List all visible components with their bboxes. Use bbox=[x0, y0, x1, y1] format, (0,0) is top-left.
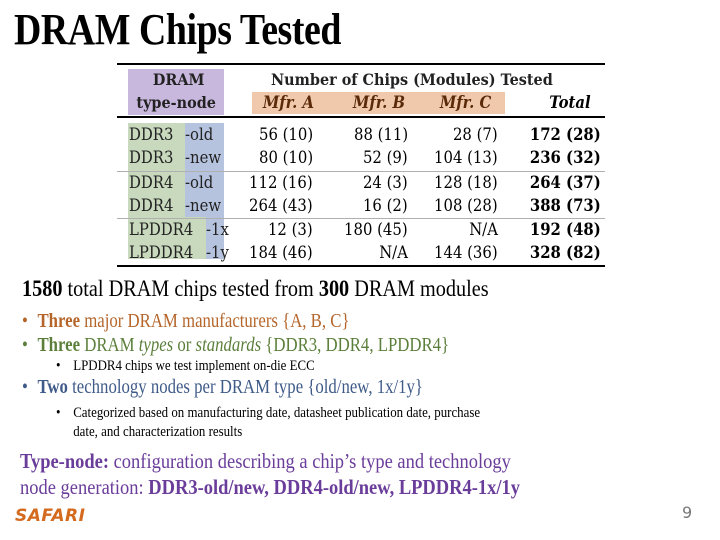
row-mfr-c: N/A bbox=[469, 220, 498, 239]
row-type: LPDDR4 bbox=[129, 243, 194, 262]
type-header-line1: DRAM bbox=[152, 70, 205, 89]
header-mfr-a: Mfr. A bbox=[262, 93, 315, 112]
page-number: 9 bbox=[682, 503, 693, 522]
node-bg-lp bbox=[206, 217, 224, 259]
bullet-text: {DDR3, DDR4, LPDDR4} bbox=[261, 335, 450, 356]
row-node: -new bbox=[185, 196, 222, 215]
row-mfr-a: 184 (46) bbox=[249, 243, 313, 262]
sub-bullet-ecc: • LPDDR4 chips we test implement on-die E… bbox=[56, 358, 315, 374]
definition-text: configuration describing a chip’s type a… bbox=[108, 449, 511, 473]
row-node: -1y bbox=[206, 243, 229, 262]
header-bottom-rule bbox=[117, 116, 605, 118]
type-bg-lp bbox=[128, 217, 206, 259]
bullet-italic: standards bbox=[195, 335, 262, 356]
row-node: -old bbox=[185, 173, 214, 192]
bullet-text: or bbox=[173, 335, 196, 356]
sub-bullet-categorized: • Categorized based on manufacturing date… bbox=[56, 405, 481, 440]
row-total: 236 (32) bbox=[530, 148, 601, 167]
row-node: -new bbox=[185, 148, 222, 167]
type-bg bbox=[128, 123, 185, 217]
row-mfr-b: 88 (11) bbox=[353, 125, 408, 144]
sub-bullet-text: LPDDR4 chips we test implement on-die EC… bbox=[73, 358, 315, 374]
chips-tested-table: DRAM type-node Number of Chips (Modules)… bbox=[117, 65, 605, 270]
mfr-header-bg bbox=[252, 92, 505, 114]
row-mfr-c: 128 (18) bbox=[434, 173, 498, 192]
bullet-text: major DRAM manufacturers {A, B, C} bbox=[80, 311, 350, 332]
type-header-bg bbox=[128, 69, 224, 115]
row-total: 172 (28) bbox=[530, 125, 601, 144]
safari-logo: SAFARI bbox=[15, 506, 86, 526]
row-type: DDR4 bbox=[129, 173, 174, 192]
node-bg bbox=[185, 123, 224, 217]
row-mfr-a: 56 (10) bbox=[258, 125, 313, 144]
bullet-manufacturers: • Three major DRAM manufacturers {A, B, C… bbox=[22, 311, 350, 332]
bullet-types: • Three DRAM types or standards {DDR3, DD… bbox=[22, 335, 450, 356]
row-mfr-b: 52 (9) bbox=[363, 148, 408, 167]
row-mfr-b: 16 (2) bbox=[363, 196, 408, 215]
bullet-text: technology nodes per DRAM type {old/new,… bbox=[67, 377, 423, 398]
row-mfr-c: 144 (36) bbox=[434, 243, 498, 262]
row-mfr-b: 24 (3) bbox=[363, 173, 408, 192]
header-total: Total bbox=[549, 93, 591, 112]
sub-bullet-text: Categorized based on manufacturing date,… bbox=[73, 405, 481, 421]
row-total: 388 (73) bbox=[530, 196, 601, 215]
summary-text: total DRAM chips tested from bbox=[62, 276, 319, 301]
group-header: Number of Chips (Modules) Tested bbox=[271, 70, 553, 89]
row-mfr-a: 12 (3) bbox=[268, 220, 313, 239]
chip-count: 1580 bbox=[22, 276, 63, 301]
row-mfr-b: N/A bbox=[379, 243, 408, 262]
row-mfr-a: 112 (16) bbox=[249, 173, 313, 192]
header-mfr-b: Mfr. B bbox=[352, 93, 406, 112]
bullet-bold: Three bbox=[37, 335, 81, 356]
bullet-bold: Three bbox=[37, 311, 81, 332]
row-type: DDR3 bbox=[129, 125, 174, 144]
row-node: -old bbox=[185, 125, 214, 144]
row-mfr-c: 104 (13) bbox=[434, 148, 498, 167]
row-mfr-a: 80 (10) bbox=[258, 148, 313, 167]
summary-line: 1580 total DRAM chips tested from 300 DR… bbox=[22, 276, 489, 302]
module-count: 300 bbox=[318, 276, 350, 301]
row-type: LPDDR4 bbox=[129, 220, 194, 239]
row-mfr-c: 108 (28) bbox=[434, 196, 498, 215]
definition-term: Type-node: bbox=[20, 449, 109, 473]
row-mfr-b: 180 (45) bbox=[344, 220, 408, 239]
group-separator bbox=[117, 218, 605, 219]
bullet-nodes: • Two technology nodes per DRAM type {old… bbox=[22, 377, 423, 398]
bullet-bold: Two bbox=[37, 377, 68, 398]
bullet-italic: types bbox=[138, 335, 174, 356]
header-mfr-c: Mfr. C bbox=[439, 93, 492, 112]
definition-examples: DDR3-old/new, DDR4-old/new, LPDDR4-1x/1y bbox=[148, 475, 520, 499]
type-header-line2: type-node bbox=[136, 93, 216, 112]
row-total: 264 (37) bbox=[530, 173, 601, 192]
row-total: 328 (82) bbox=[530, 243, 601, 262]
title-underline bbox=[117, 63, 605, 65]
row-mfr-a: 264 (43) bbox=[249, 196, 313, 215]
row-total: 192 (48) bbox=[530, 220, 601, 239]
row-type: DDR3 bbox=[129, 148, 174, 167]
sub-bullet-text: date, and characterization results bbox=[73, 424, 243, 440]
row-type: DDR4 bbox=[129, 196, 174, 215]
type-node-definition: Type-node: configuration describing a ch… bbox=[20, 448, 520, 500]
row-mfr-c: 28 (7) bbox=[453, 125, 498, 144]
definition-text: node generation: bbox=[20, 475, 149, 499]
row-node: -1x bbox=[206, 220, 229, 239]
summary-text: DRAM modules bbox=[349, 276, 489, 301]
slide-title: DRAM Chips Tested bbox=[14, 5, 342, 54]
bullet-text: DRAM bbox=[80, 335, 139, 356]
table-bottom-rule bbox=[117, 265, 605, 267]
group-separator bbox=[117, 171, 605, 172]
